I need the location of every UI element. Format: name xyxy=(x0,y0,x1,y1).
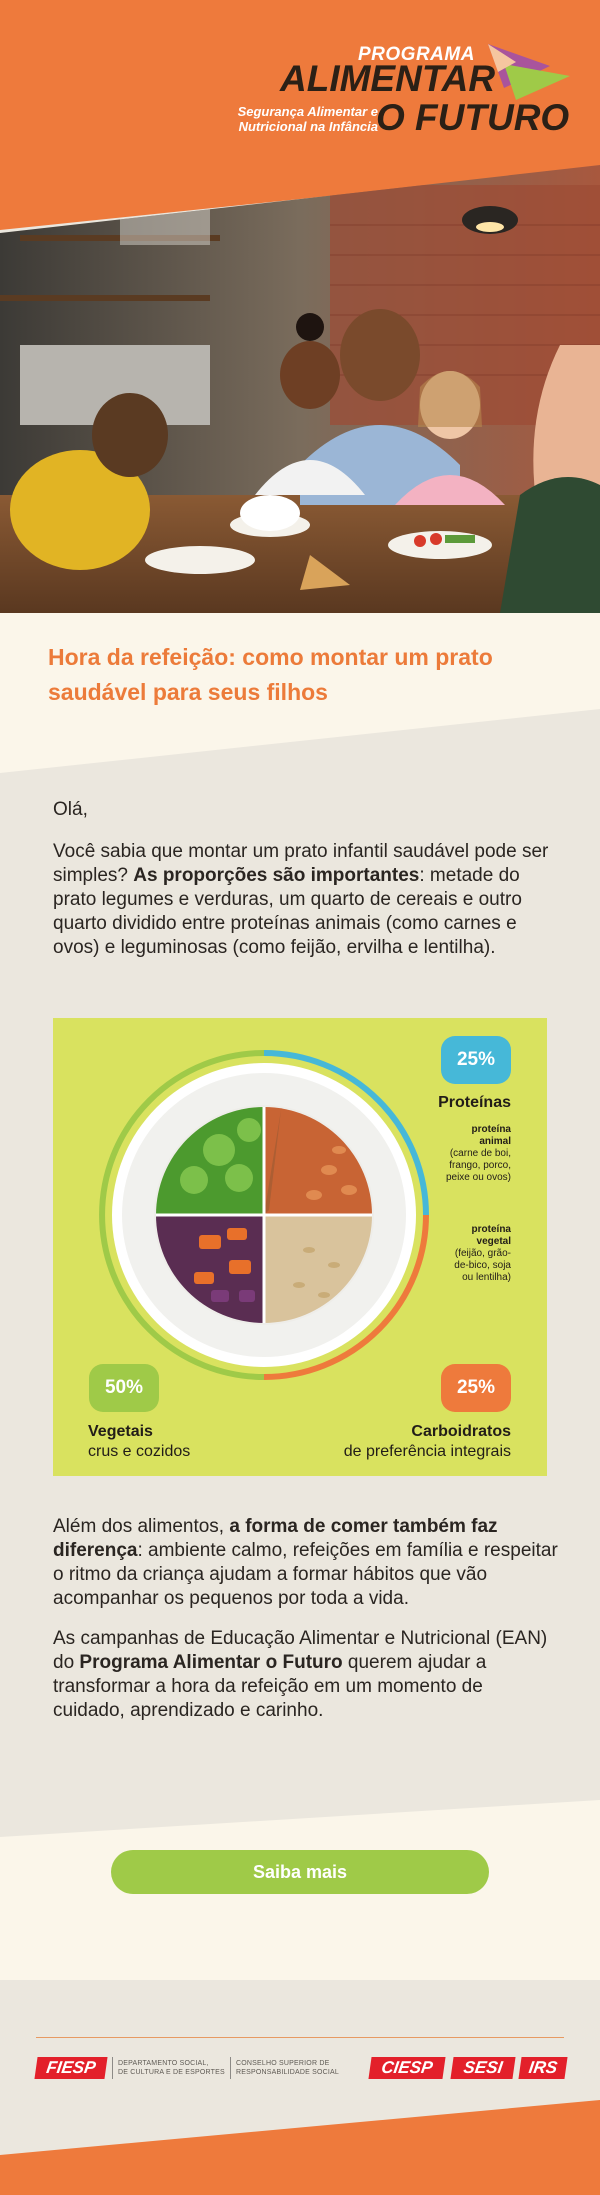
logo-separator xyxy=(112,2057,113,2079)
irs-logo[interactable]: IRS xyxy=(518,2057,568,2079)
proteins-title: Proteínas xyxy=(438,1094,511,1111)
carbs-label: Carboidratos de preferência integrais xyxy=(343,1423,511,1460)
fiesp-logo[interactable]: FIESP xyxy=(34,2057,108,2079)
footer-divider xyxy=(36,2037,564,2038)
plate-infographic: 25% Proteínas proteína animal (carne de b… xyxy=(53,1018,547,1476)
dept-social-logo[interactable]: DEPARTAMENTO SOCIAL, DE CULTURA E DE ESPO… xyxy=(118,2060,225,2076)
campaign-paragraph: As campanhas de Educação Alimentar e Nut… xyxy=(53,1628,548,1721)
plate-illustration xyxy=(99,1050,429,1380)
proteins-percent-badge: 25% xyxy=(441,1036,511,1084)
logo-separator xyxy=(230,2057,231,2079)
carbs-percent-badge: 25% xyxy=(441,1364,511,1412)
vegetables-percent-badge: 50% xyxy=(89,1364,159,1412)
page-title: Hora da refeição: como montar um prato s… xyxy=(48,644,493,705)
logo-alimentar: ALIMENTAR xyxy=(280,58,496,99)
vegetables-label: Vegetais crus e cozidos xyxy=(88,1423,191,1460)
ciesp-logo[interactable]: CIESP xyxy=(368,2057,446,2079)
learn-more-button[interactable]: Saiba mais xyxy=(111,1850,489,1894)
logo-subtitle: Segurança Alimentar e Nutricional na Infâ… xyxy=(237,104,378,134)
proteins-arc xyxy=(263,1050,429,1216)
logo-triangle-icon xyxy=(488,44,570,100)
intro-paragraph: Você sabia que montar um prato infantil … xyxy=(53,841,549,958)
logo-o-futuro: O FUTURO xyxy=(376,97,570,138)
hero-family-photo xyxy=(0,165,600,613)
greeting: Olá, xyxy=(53,799,88,820)
conselho-logo[interactable]: CONSELHO SUPERIOR DE RESPONSABILIDADE SOC… xyxy=(236,2060,340,2076)
eating-paragraph: Além dos alimentos, a forma de comer tam… xyxy=(53,1516,558,1609)
proteins-animal-detail: proteína animal (carne de boi, frango, po… xyxy=(445,1124,511,1183)
vegetables-arc xyxy=(99,1050,265,1380)
sponsor-logos: FIESP DEPARTAMENTO SOCIAL, DE CULTURA E D… xyxy=(0,2055,600,2085)
sesi-logo[interactable]: SESI xyxy=(450,2057,516,2079)
footer-banner xyxy=(0,2100,600,2195)
body-section: Além dos alimentos, a forma de comer tam… xyxy=(53,1515,558,1723)
carbs-arc xyxy=(263,1214,429,1380)
program-logo[interactable]: PROGRAMA ALIMENTAR O FUTURO Segurança Al… xyxy=(0,0,600,160)
intro-section: Olá, Você sabia que montar um prato infa… xyxy=(53,798,558,960)
logo-programa: PROGRAMA xyxy=(358,44,475,65)
proteins-vegetal-detail: proteína vegetal (feijão, grão-de-bico, s… xyxy=(454,1224,511,1283)
